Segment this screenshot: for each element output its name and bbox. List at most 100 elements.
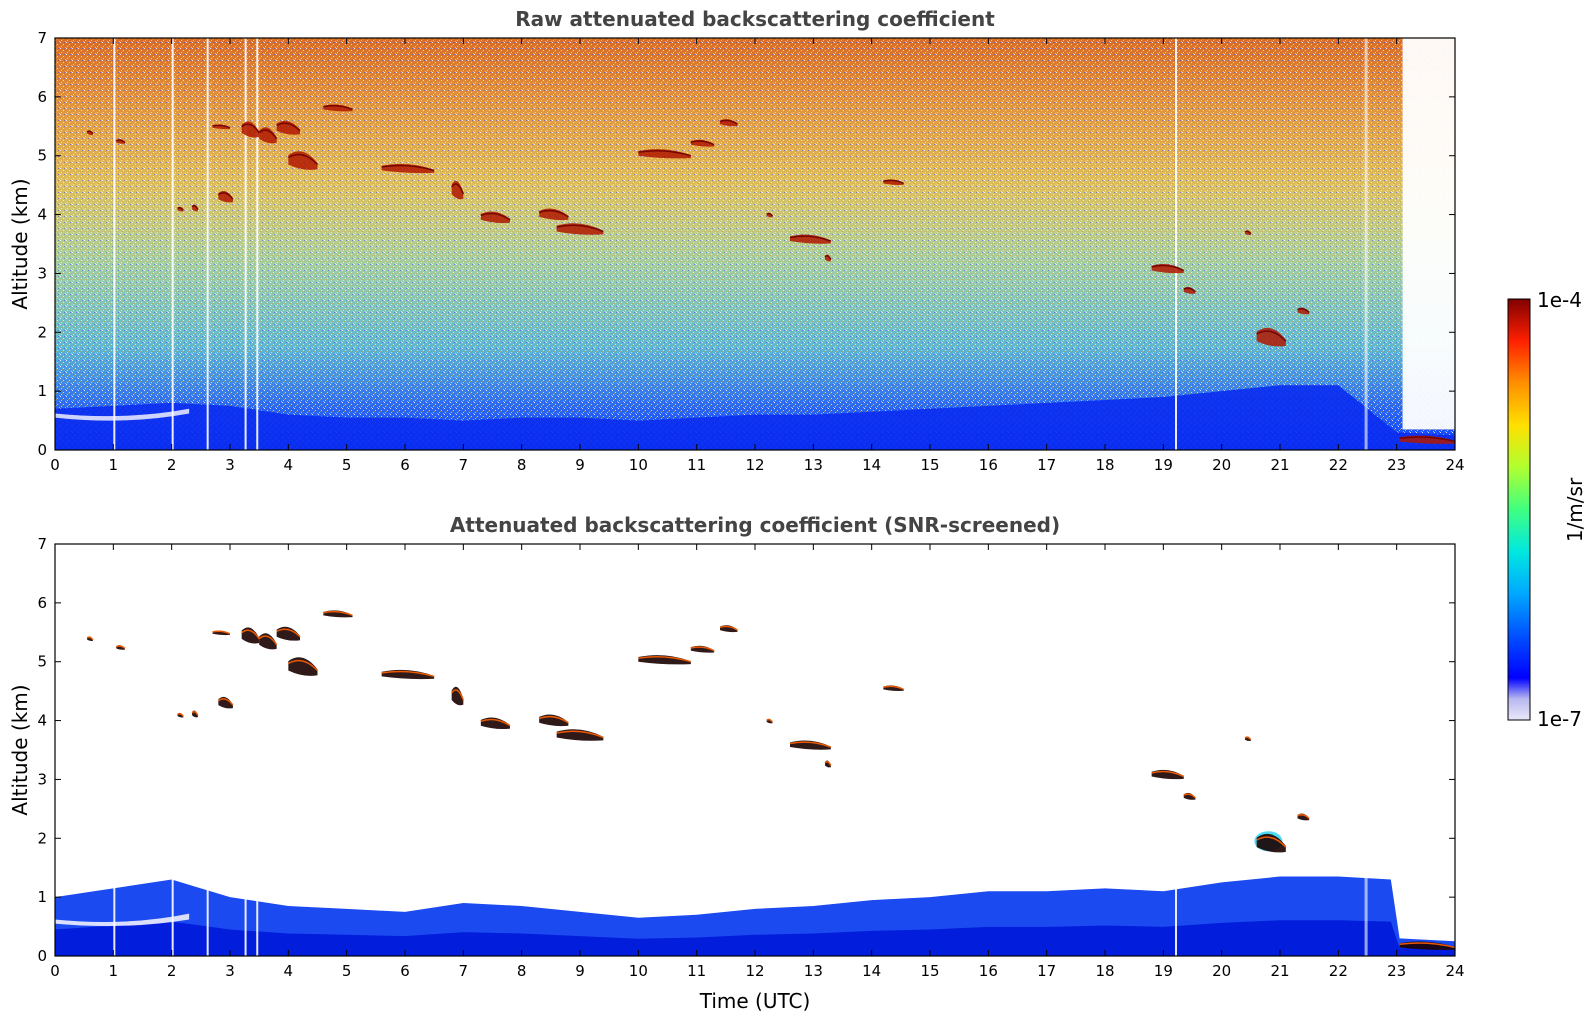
cloud-feature	[241, 627, 260, 644]
x-tick-label: 15	[920, 962, 939, 980]
cloud-feature	[259, 633, 277, 650]
cloud-feature-edge	[241, 123, 260, 134]
x-tick-label: 4	[284, 962, 294, 980]
cloud-feature-edge	[115, 645, 126, 650]
cloud-feature-edge	[86, 636, 94, 641]
cloud-feature-edge	[86, 130, 94, 135]
cloud-feature-edge	[1244, 230, 1252, 235]
x-tick-label: 14	[862, 456, 881, 474]
cloud-feature-edge	[1244, 736, 1252, 741]
x-tick-label: 17	[1037, 456, 1056, 474]
data-gaps	[113, 38, 1368, 450]
data-gap	[171, 544, 174, 956]
data-gap	[206, 38, 209, 450]
boundary-layer-region	[55, 385, 1455, 450]
y-tick-label: 7	[37, 535, 47, 553]
colorbar-unit-label: 1/m/sr	[1563, 477, 1587, 542]
raw-backscatter-panel: Raw attenuated backscattering coefficien…	[8, 7, 1465, 474]
cloud-feature	[1256, 327, 1286, 347]
panel1-axes: 0 1 2 3 4 5 6 7 8 9 10 11 12 13 14 15 16 17 18 19 20 21 22 23 24…	[37, 29, 1464, 474]
x-tick-label: 1	[109, 962, 119, 980]
x-tick-label: 10	[629, 456, 648, 474]
x-tick-label: 17	[1037, 962, 1056, 980]
x-tick-label: 1	[109, 456, 119, 474]
cloud-feature	[259, 127, 277, 144]
cloud-feature-edge	[115, 139, 126, 144]
data-gap	[1175, 38, 1177, 450]
screened-backscatter-panel: Attenuated backscattering coefficient (S…	[8, 513, 1465, 1013]
x-tick-label: 8	[517, 962, 527, 980]
data-gap	[244, 38, 247, 450]
cloud-feature-edge	[287, 659, 319, 672]
cloud-feature-edge	[538, 715, 569, 724]
cloud-feature-edge	[191, 710, 199, 716]
x-tick-label: 21	[1270, 456, 1289, 474]
x-tick-label: 13	[804, 962, 823, 980]
cloud-feature-edge	[1399, 942, 1455, 949]
screened-heatmap	[55, 544, 1455, 956]
y-tick-label: 5	[37, 147, 47, 165]
x-tick-label: 6	[400, 456, 410, 474]
cloud-feature-edge	[480, 718, 511, 727]
y-tick-label: 0	[37, 947, 47, 965]
x-tick-label: 15	[920, 456, 939, 474]
y-tick-label: 0	[37, 441, 47, 459]
x-tick-label: 21	[1270, 962, 1289, 980]
x-tick-label: 20	[1212, 962, 1231, 980]
cloud-feature-edge	[766, 212, 774, 217]
y-tick-label: 2	[37, 829, 47, 847]
cloud-feature	[451, 180, 464, 200]
x-tick-label: 19	[1154, 456, 1173, 474]
cloud-feature-edge	[556, 224, 604, 233]
x-tick-label: 5	[342, 456, 352, 474]
y-tick-label: 3	[37, 770, 47, 788]
y-tick-label: 7	[37, 29, 47, 47]
x-tick-label: 24	[1445, 456, 1464, 474]
cloud-feature-edge	[824, 254, 832, 260]
cloud-feature-edge	[258, 129, 278, 140]
cloud-feature-edge	[217, 698, 234, 706]
x-tick-label: 3	[225, 456, 235, 474]
panel2-title: Attenuated backscattering coefficient (S…	[450, 513, 1060, 537]
x-tick-label: 9	[575, 962, 585, 980]
cloud-feature-edge	[212, 630, 231, 635]
cloud-feature-edge	[451, 183, 465, 195]
colorbar-min-label: 1e-7	[1537, 707, 1582, 731]
cloud-feature-edge	[177, 206, 184, 211]
x-tick-label: 18	[1095, 962, 1114, 980]
panel2-xlabel: Time (UTC)	[699, 989, 811, 1013]
x-tick-label: 0	[50, 456, 60, 474]
x-tick-label: 23	[1387, 962, 1406, 980]
cloud-feature-edge	[451, 689, 465, 701]
screened-data-gaps	[113, 544, 1368, 956]
x-tick-label: 18	[1095, 456, 1114, 474]
colorbar-max-label: 1e-4	[1537, 288, 1582, 312]
cloud-feature-edge	[217, 192, 234, 200]
data-gap	[244, 544, 247, 956]
clear-region	[1402, 38, 1455, 430]
cloud-feature-edge	[258, 635, 278, 646]
cloud-feature-edge	[276, 122, 301, 132]
x-tick-label: 13	[804, 456, 823, 474]
data-gap	[171, 38, 174, 450]
data-gap	[1364, 544, 1368, 956]
x-tick-label: 8	[517, 456, 527, 474]
cloud-feature-edge	[1256, 330, 1287, 342]
colorbar-gradient	[1507, 298, 1531, 721]
x-tick-label: 16	[979, 456, 998, 474]
boundary-layer	[55, 38, 1455, 450]
x-tick-label: 12	[745, 962, 764, 980]
x-tick-label: 22	[1329, 962, 1348, 980]
data-gap	[113, 544, 116, 956]
cloud-feature	[451, 686, 464, 706]
cloud-feature-edge	[381, 164, 435, 172]
x-tick-label: 5	[342, 962, 352, 980]
x-tick-label: 16	[979, 962, 998, 980]
data-gap	[256, 544, 259, 956]
x-tick-label: 2	[167, 456, 177, 474]
cloud-feature-edge	[719, 119, 738, 125]
x-tick-label: 24	[1445, 962, 1464, 980]
x-tick-label: 4	[284, 456, 294, 474]
cloud-feature-edge	[556, 730, 604, 739]
